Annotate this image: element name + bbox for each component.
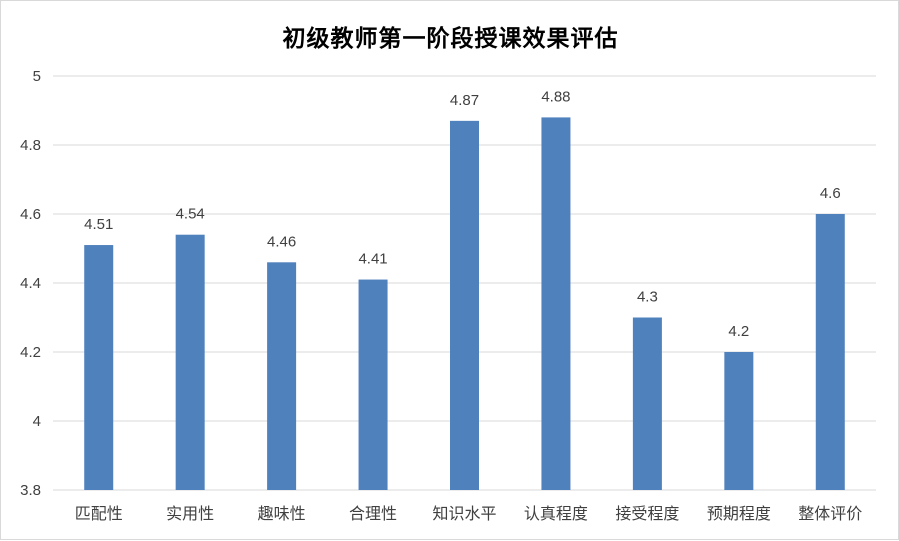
category-label: 整体评价 [798,504,862,523]
data-labels: 4.51 4.54 4.46 4.41 4.87 4.88 4.3 4.2 4.6 [84,88,841,340]
data-label: 4.41 [358,251,387,268]
category-label: 接受程度 [615,504,679,523]
category-label: 预期程度 [707,504,771,523]
bar [175,234,205,490]
data-label: 4.87 [450,92,479,109]
bar [84,245,114,490]
chart-title: 初级教师第一阶段授课效果评估 [282,25,619,52]
category-label: 实用性 [166,504,214,523]
category-label: 知识水平 [432,504,496,523]
y-tick-label: 5 [33,68,41,85]
bar [267,262,297,490]
bar [815,214,845,490]
bar [450,120,479,490]
category-label: 合理性 [349,504,397,523]
y-axis-ticks: 3.8 4 4.2 4.4 4.6 4.8 5 [20,68,41,499]
bar [724,352,754,490]
y-tick-label: 4.2 [20,344,41,361]
category-label: 匹配性 [75,504,123,523]
bar [632,317,662,490]
y-tick-label: 3.8 [20,482,41,499]
data-label: 4.51 [84,216,113,233]
data-label: 4.54 [176,206,205,223]
data-label: 4.3 [637,289,658,306]
data-label: 4.46 [267,233,296,250]
x-axis-categories: 匹配性 实用性 趣味性 合理性 知识水平 认真程度 接受程度 预期程度 整体评价 [75,504,863,523]
bar [358,279,388,490]
y-tick-label: 4 [33,413,41,430]
bar [541,117,571,491]
category-label: 趣味性 [258,504,306,523]
y-tick-label: 4.4 [20,275,41,292]
data-label: 4.88 [541,88,570,105]
category-label: 认真程度 [524,504,588,523]
y-tick-label: 4.8 [20,137,41,154]
bars [84,117,845,491]
data-label: 4.2 [728,323,749,340]
data-label: 4.6 [820,185,841,202]
y-tick-label: 4.6 [20,206,41,223]
